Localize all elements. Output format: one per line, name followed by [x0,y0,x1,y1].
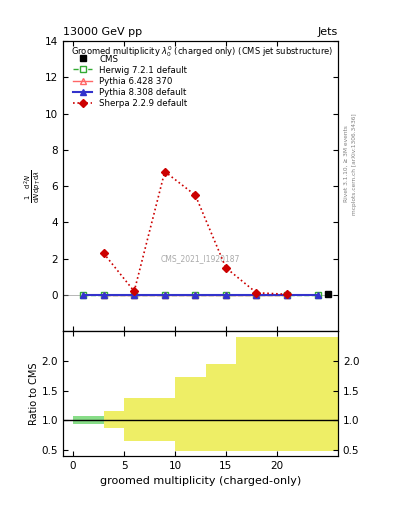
Pythia 8.308 default [224,292,228,298]
Herwig 7.2.1 default [101,292,106,298]
Pythia 6.428 370 [101,292,106,298]
Pythia 8.308 default [132,292,136,298]
Herwig 7.2.1 default [285,292,289,298]
Sherpa 2.2.9 default [132,288,136,294]
Text: 13000 GeV pp: 13000 GeV pp [63,27,142,36]
Pythia 8.308 default [285,292,289,298]
Pythia 6.428 370 [285,292,289,298]
Legend: CMS, Herwig 7.2.1 default, Pythia 6.428 370, Pythia 8.308 default, Sherpa 2.2.9 : CMS, Herwig 7.2.1 default, Pythia 6.428 … [70,51,191,112]
Line: Pythia 8.308 default: Pythia 8.308 default [80,291,321,298]
Pythia 6.428 370 [254,292,259,298]
Y-axis label: Ratio to CMS: Ratio to CMS [29,362,39,425]
X-axis label: groomed multiplicity (charged-only): groomed multiplicity (charged-only) [100,476,301,486]
Sherpa 2.2.9 default [101,250,106,257]
Herwig 7.2.1 default [81,292,86,298]
Herwig 7.2.1 default [254,292,259,298]
Herwig 7.2.1 default [315,292,320,298]
Line: Sherpa 2.2.9 default: Sherpa 2.2.9 default [101,169,290,297]
Pythia 6.428 370 [132,292,136,298]
Line: Herwig 7.2.1 default: Herwig 7.2.1 default [81,292,320,298]
Text: Jets: Jets [318,27,338,36]
Sherpa 2.2.9 default [285,291,289,297]
Y-axis label: $\frac{1}{\mathrm{d}N}\frac{\mathrm{d}^2N}{\mathrm{d}p_T\,\mathrm{d}\lambda}$: $\frac{1}{\mathrm{d}N}\frac{\mathrm{d}^2… [23,169,43,203]
Pythia 8.308 default [254,292,259,298]
Pythia 6.428 370 [224,292,228,298]
Herwig 7.2.1 default [162,292,167,298]
Sherpa 2.2.9 default [224,265,228,271]
Line: Pythia 6.428 370: Pythia 6.428 370 [100,291,290,298]
Sherpa 2.2.9 default [162,168,167,175]
Pythia 8.308 default [193,292,198,298]
Pythia 6.428 370 [162,292,167,298]
Pythia 6.428 370 [193,292,198,298]
Herwig 7.2.1 default [193,292,198,298]
Pythia 8.308 default [81,292,86,298]
Pythia 8.308 default [162,292,167,298]
Pythia 8.308 default [315,292,320,298]
Pythia 8.308 default [101,292,106,298]
Herwig 7.2.1 default [224,292,228,298]
Text: CMS_2021_I1920187: CMS_2021_I1920187 [161,254,240,263]
Text: Groomed multiplicity $\lambda_0^0$ (charged only) (CMS jet substructure): Groomed multiplicity $\lambda_0^0$ (char… [71,44,333,59]
Sherpa 2.2.9 default [193,192,198,198]
Text: mcplots.cern.ch [arXiv:1306.3436]: mcplots.cern.ch [arXiv:1306.3436] [352,113,357,215]
Text: Rivet 3.1.10, ≥ 3M events: Rivet 3.1.10, ≥ 3M events [344,125,349,202]
Sherpa 2.2.9 default [254,290,259,296]
Herwig 7.2.1 default [132,292,136,298]
